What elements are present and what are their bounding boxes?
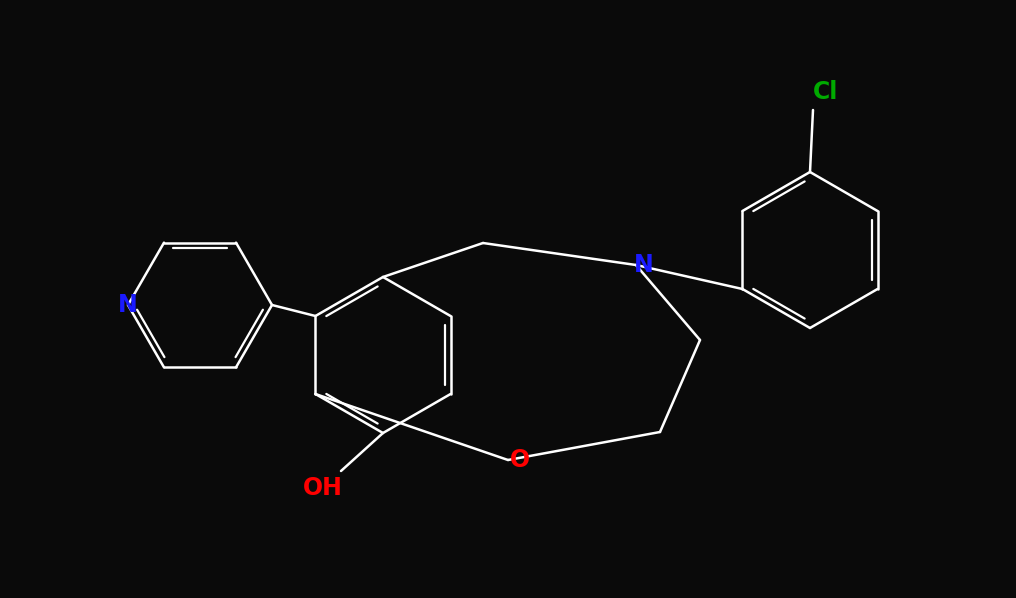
Text: N: N — [118, 293, 138, 317]
Text: OH: OH — [303, 476, 343, 500]
Text: N: N — [634, 253, 654, 277]
Text: O: O — [510, 448, 530, 472]
Text: Cl: Cl — [814, 80, 838, 104]
